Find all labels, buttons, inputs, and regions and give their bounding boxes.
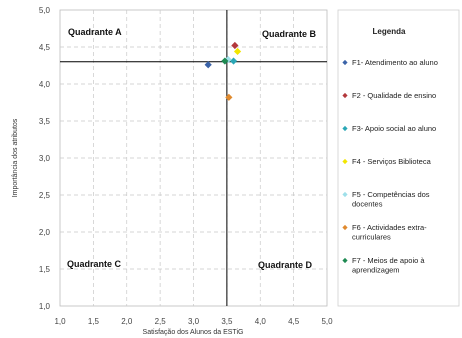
y-tick-label: 2,0 (39, 228, 51, 237)
legend-marker-f7 (342, 257, 348, 264)
x-tick-label: 2,0 (121, 317, 133, 326)
x-tick-label: 1,5 (88, 317, 100, 326)
legend-label-f2: F2 - Qualidade de ensino (352, 91, 436, 100)
legend-marker-f5 (342, 191, 348, 198)
data-point-f7 (221, 57, 229, 65)
legend-marker-f3 (342, 125, 348, 132)
y-tick-label: 3,0 (39, 154, 51, 163)
x-tick-label: 4,5 (288, 317, 300, 326)
data-point-f3 (229, 57, 238, 65)
x-tick-label: 3,0 (188, 317, 200, 326)
legend-label-f4: F4 - Serviços Biblioteca (352, 157, 432, 166)
y-tick-label: 4,0 (39, 80, 51, 89)
quadrant-a-label: Quadrante A (68, 27, 122, 37)
plot-area (59, 9, 328, 307)
quadrant-c-label: Quadrante C (67, 259, 122, 269)
legend-marker-f4 (342, 158, 348, 165)
data-points (204, 41, 242, 101)
legend-label-f5: docentes (352, 200, 383, 209)
legend: Legenda F1- Atendimento ao aluno F2 - Qua… (337, 9, 460, 307)
legend-frame (337, 9, 460, 307)
legend-label-f6: F6 - Actividades extra- (352, 223, 427, 232)
x-tick-label: 3,5 (221, 317, 233, 326)
quadrant-b-label: Quadrante B (262, 29, 317, 39)
legend-label-f7: F7 - Meios de apoio à (352, 256, 425, 265)
legend-label-f1: F1- Atendimento ao aluno (352, 58, 438, 67)
x-tick-label: 2,5 (155, 317, 167, 326)
data-point-f4 (233, 47, 242, 56)
legend-items: F1- Atendimento ao aluno F2 - Qualidade d… (342, 58, 438, 275)
legend-title: Legenda (373, 27, 406, 36)
legend-label-f7: aprendizagem (352, 266, 400, 275)
x-tick-label: 1,0 (54, 317, 66, 326)
x-axis-ticks: 1,0 1,5 2,0 2,5 3,0 3,5 4,0 4,5 5,0 (54, 317, 333, 326)
y-axis-ticks: 5,0 4,5 4,0 3,5 3,0 2,5 2,0 1,5 1,0 (39, 6, 51, 311)
y-tick-label: 1,5 (39, 265, 51, 274)
data-point-f1 (204, 61, 212, 69)
legend-marker-f2 (342, 92, 348, 99)
y-tick-label: 4,5 (39, 43, 51, 52)
data-point-f2 (231, 41, 239, 50)
quadrant-d-label: Quadrante D (258, 260, 313, 270)
legend-marker-f1 (342, 59, 348, 66)
y-axis-title: Importância dos atributos (12, 118, 19, 197)
x-axis-title: Satisfação dos Alunos da ESTiG (143, 329, 244, 336)
y-tick-label: 2,5 (39, 191, 51, 200)
x-tick-label: 5,0 (321, 317, 333, 326)
x-tick-label: 4,0 (255, 317, 267, 326)
legend-label-f5: F5 - Competências dos (352, 190, 430, 199)
legend-label-f6: curriculares (352, 233, 391, 242)
y-tick-label: 1,0 (39, 302, 51, 311)
quadrant-labels: Quadrante A Quadrante B Quadrante C Quad… (67, 27, 317, 270)
legend-label-f3: F3- Apoio social ao aluno (352, 124, 436, 133)
data-point-f6 (225, 93, 233, 101)
legend-marker-f6 (342, 224, 348, 231)
y-tick-label: 5,0 (39, 6, 51, 15)
y-tick-label: 3,5 (39, 117, 51, 126)
